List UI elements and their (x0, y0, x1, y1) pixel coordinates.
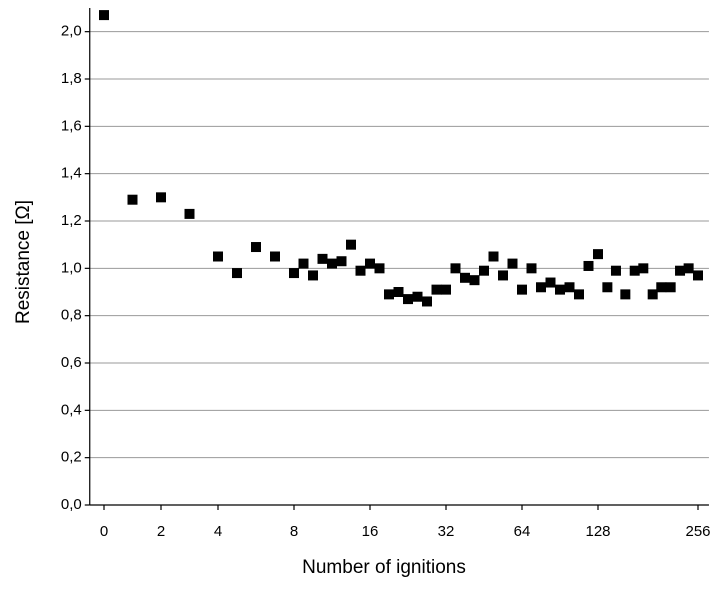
data-point (665, 282, 676, 293)
data-point (693, 270, 703, 281)
y-axis-title: Resistance [Ω] (13, 200, 34, 324)
y-tick-label: 0,0 (61, 496, 82, 513)
y-tick-label: 1,2 (61, 212, 82, 229)
data-point (184, 208, 195, 219)
data-point (602, 282, 613, 293)
x-tick-label: 32 (438, 523, 455, 540)
data-point (638, 263, 649, 274)
data-point (488, 251, 499, 262)
data-point (564, 282, 575, 293)
y-tick-label: 1,0 (61, 259, 82, 276)
data-point (517, 284, 527, 295)
data-point (327, 258, 337, 269)
data-point (365, 258, 375, 269)
data-point (346, 239, 356, 250)
x-tick-label: 256 (685, 523, 710, 540)
data-point (213, 251, 223, 262)
data-point (656, 282, 667, 293)
data-point (99, 10, 109, 21)
x-tick-label: 2 (157, 523, 165, 540)
data-point (574, 289, 584, 300)
x-tick-label: 16 (362, 523, 379, 540)
data-point (232, 268, 242, 279)
data-point (583, 260, 594, 271)
data-point (450, 263, 461, 274)
data-point (374, 263, 385, 274)
data-point (498, 270, 508, 281)
data-point (479, 265, 489, 276)
x-tick-label: 0 (100, 523, 108, 540)
y-tick-label: 1,6 (61, 117, 82, 134)
data-point (251, 242, 261, 253)
y-tick-label: 0,6 (61, 354, 82, 371)
data-point (526, 263, 537, 274)
data-point (469, 275, 480, 286)
data-point (156, 192, 166, 203)
data-point (403, 294, 413, 305)
y-tick-label: 1,8 (61, 70, 82, 87)
y-tick-label: 1,4 (61, 165, 82, 182)
data-point (675, 265, 686, 276)
data-point (620, 289, 631, 300)
data-point (317, 253, 328, 264)
data-point (610, 265, 621, 276)
data-point (507, 258, 518, 269)
data-point (336, 256, 347, 267)
data-point (629, 265, 640, 276)
data-point (127, 194, 138, 205)
data-point (460, 272, 470, 283)
data-point (545, 277, 556, 288)
x-tick-label: 4 (214, 523, 222, 540)
data-point (308, 270, 318, 281)
x-axis-title: Number of ignitions (302, 557, 466, 578)
data-point (289, 268, 299, 279)
data-point (555, 284, 565, 295)
data-point (384, 289, 394, 300)
data-point (536, 282, 546, 293)
data-point (393, 287, 404, 297)
y-tick-label: 0,2 (61, 449, 82, 466)
data-point (412, 291, 423, 302)
y-tick-label: 2,0 (61, 23, 82, 40)
x-tick-label: 8 (290, 523, 298, 540)
data-point (298, 258, 309, 269)
data-point (355, 265, 366, 276)
y-tick-label: 0,8 (61, 307, 82, 324)
x-tick-label: 64 (514, 523, 531, 540)
data-point (683, 263, 694, 274)
data-point (422, 296, 432, 307)
data-point (647, 289, 658, 300)
data-point (593, 249, 603, 260)
data-point (431, 284, 442, 295)
x-tick-label: 128 (585, 523, 610, 540)
data-point (270, 251, 280, 262)
data-point (441, 284, 451, 295)
y-tick-label: 0,4 (61, 401, 82, 418)
